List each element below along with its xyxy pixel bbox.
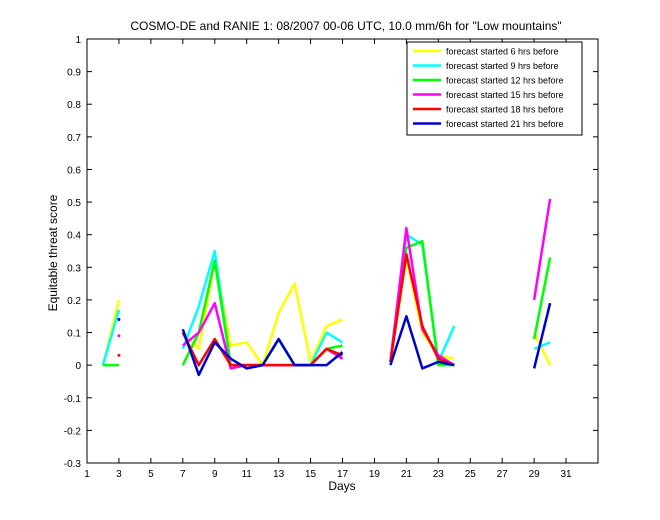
x-tick-label: 23 (433, 469, 445, 480)
x-axis-label: Days (328, 479, 355, 493)
series-line (101, 309, 121, 366)
legend: forecast started 6 hrs before forecast st… (406, 41, 583, 136)
x-tick-label: 5 (148, 469, 154, 480)
x-tick-label: 1 (84, 469, 90, 480)
y-tick-label: 0.8 (67, 100, 81, 111)
series-point (117, 353, 121, 357)
y-tick-label: 0.6 (67, 165, 81, 176)
y-axis-label: Equitable threat score (46, 194, 60, 311)
x-tick-label: 11 (241, 469, 252, 480)
y-tick-label: -0.1 (64, 394, 82, 405)
legend-box (406, 41, 583, 136)
y-tick-label: 0.3 (67, 263, 81, 274)
series-point (117, 334, 121, 338)
series-line (532, 257, 552, 340)
y-tick-label: -0.2 (64, 426, 82, 437)
series-line (533, 331, 552, 366)
legend-label: forecast started 21 hrs before (446, 119, 564, 129)
x-tick-label: 15 (305, 469, 317, 480)
x-tick-label: 13 (273, 469, 285, 480)
legend-label: forecast started 9 hrs before (446, 61, 559, 71)
series-line (181, 328, 344, 377)
series-point (117, 317, 121, 321)
x-tick-label: 25 (465, 469, 477, 480)
y-tick-label: 0.1 (67, 329, 81, 340)
x-tick-label: 9 (212, 469, 218, 480)
x-tick-label: 7 (180, 469, 186, 480)
y-tick-label: 0.2 (67, 296, 81, 307)
series-line (389, 253, 455, 367)
legend-label: forecast started 18 hrs before (446, 105, 564, 115)
y-axis-ticks: -0.3 -0.2 -0.1 0 0.1 0.2 0.3 0.4 0.5 0.6 0.7 0.8 0.9… (64, 35, 598, 470)
chart-title: COSMO-DE and RANIE 1: 08/2007 00-06 UTC,… (130, 19, 561, 33)
series-line (389, 226, 455, 367)
series-layer (101, 198, 552, 377)
y-tick-label: 0 (75, 361, 81, 372)
legend-label: forecast started 15 hrs before (446, 90, 564, 100)
x-tick-label: 29 (529, 469, 541, 480)
y-tick-label: 1 (75, 35, 81, 46)
x-tick-label: 3 (116, 469, 122, 480)
y-tick-label: 0.9 (67, 68, 81, 79)
y-tick-label: -0.3 (64, 459, 82, 470)
x-tick-label: 31 (561, 469, 573, 480)
y-tick-label: 0.4 (67, 231, 81, 242)
series-line (532, 198, 552, 301)
series-line (533, 341, 551, 351)
legend-label: forecast started 6 hrs before (446, 47, 559, 57)
x-tick-label: 19 (369, 469, 381, 480)
series-line (532, 302, 552, 369)
series-line (389, 314, 455, 370)
legend-label: forecast started 12 hrs before (446, 76, 564, 86)
series-6 (117, 302, 552, 377)
x-axis-ticks: 1 3 5 7 9 11 13 15 17 19 21 23 25 27 29 31 (84, 39, 572, 480)
x-tick-label: 21 (401, 469, 413, 480)
y-tick-label: 0.7 (67, 133, 81, 144)
x-tick-label: 27 (497, 469, 509, 480)
x-tick-label: 17 (337, 469, 349, 480)
y-tick-label: 0.5 (67, 198, 81, 209)
